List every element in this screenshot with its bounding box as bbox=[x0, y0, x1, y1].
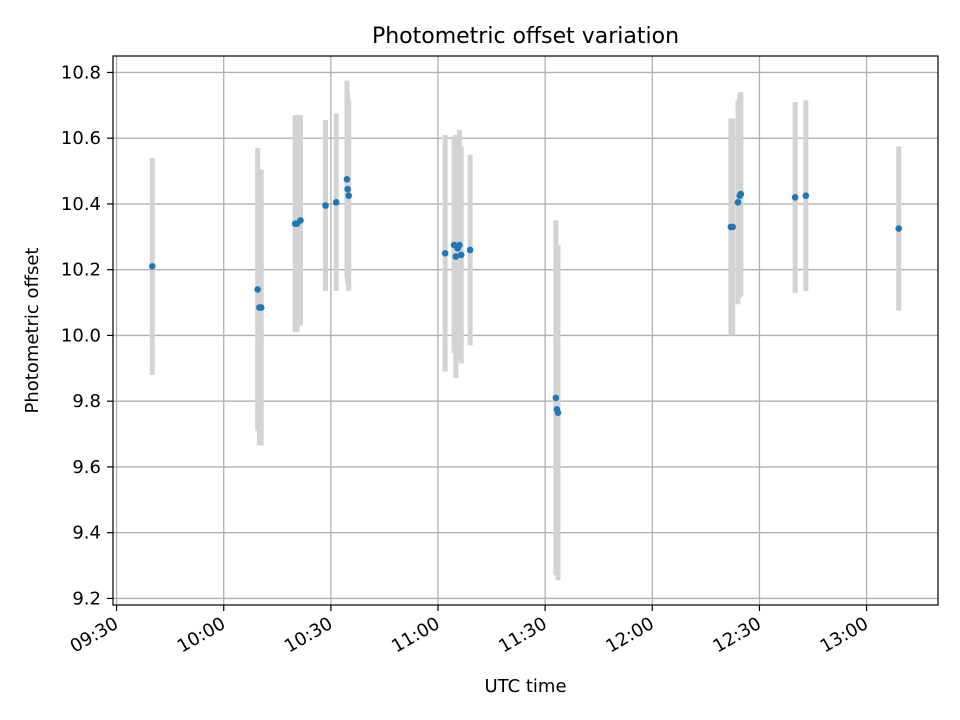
data-point bbox=[554, 409, 562, 416]
y-tick-label: 9.8 bbox=[72, 391, 101, 412]
data-point bbox=[441, 249, 449, 257]
x-axis-label: UTC time bbox=[484, 676, 566, 697]
error-bars bbox=[149, 80, 902, 581]
y-tick-label: 9.2 bbox=[72, 588, 101, 609]
data-point bbox=[344, 185, 351, 193]
data-point bbox=[332, 198, 340, 206]
data-point bbox=[802, 192, 810, 200]
grid bbox=[113, 56, 938, 605]
data-point bbox=[729, 223, 736, 231]
y-tick-label: 9.6 bbox=[72, 457, 101, 478]
data-point bbox=[322, 202, 329, 209]
y-tick-label: 10.8 bbox=[61, 62, 101, 83]
y-tick-label: 10.0 bbox=[61, 325, 101, 346]
y-tick-label: 10.6 bbox=[61, 128, 101, 149]
chart-title: Photometric offset variation bbox=[372, 24, 679, 49]
data-point bbox=[895, 225, 903, 232]
y-tick-label: 9.4 bbox=[72, 523, 101, 544]
x-tick-label: 12:00 bbox=[602, 613, 657, 657]
y-tick-label: 10.4 bbox=[61, 194, 101, 215]
data-point bbox=[734, 198, 742, 206]
data-point bbox=[345, 192, 353, 200]
y-axis-label: Photometric offset bbox=[22, 248, 43, 414]
data-point bbox=[257, 304, 265, 311]
data-points bbox=[148, 175, 903, 416]
data-point bbox=[466, 246, 474, 254]
data-point bbox=[456, 241, 463, 249]
data-point bbox=[254, 286, 261, 293]
y-tick-label: 10.2 bbox=[61, 260, 101, 281]
x-tick-label: 11:00 bbox=[388, 613, 443, 657]
data-point bbox=[343, 175, 351, 183]
y-axis: 9.2 9.4 9.6 9.8 10.0 10.2 10.4 10.6 10.8 bbox=[61, 62, 113, 609]
x-tick-label: 09:30 bbox=[67, 613, 122, 657]
data-point bbox=[452, 253, 460, 260]
x-tick-label: 10:30 bbox=[281, 613, 336, 657]
data-point bbox=[737, 190, 745, 198]
axes-frame bbox=[112, 55, 939, 606]
data-point bbox=[457, 251, 465, 259]
x-axis: 09:30 10:00 10:30 11:00 11:30 12:00 12:30 13:00 bbox=[67, 605, 872, 657]
data-point bbox=[148, 263, 156, 270]
x-tick-label: 13:00 bbox=[817, 613, 872, 657]
data-point bbox=[791, 194, 799, 201]
x-tick-label: 10:00 bbox=[174, 613, 229, 657]
data-point bbox=[552, 394, 560, 402]
x-tick-label: 11:30 bbox=[495, 613, 550, 657]
data-point bbox=[297, 217, 304, 224]
x-tick-label: 12:30 bbox=[710, 613, 765, 657]
